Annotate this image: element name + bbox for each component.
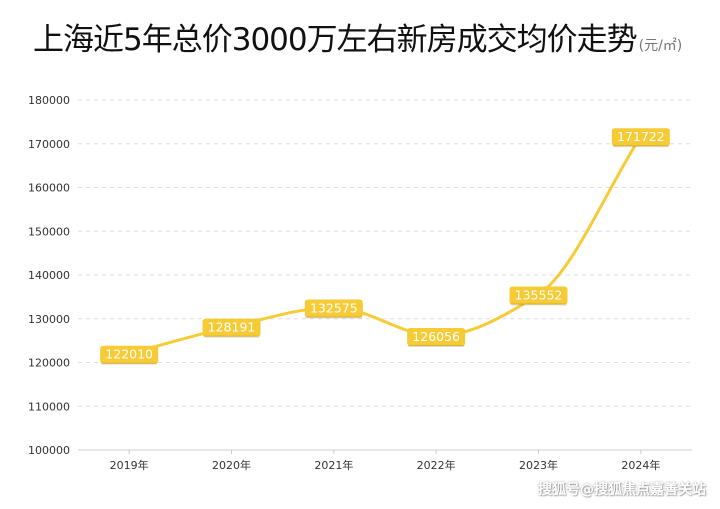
watermark: 搜狐号@搜狐焦点嘉善关站 — [538, 482, 706, 498]
x-tick-label: 2024年 — [621, 458, 660, 472]
y-tick-label: 160000 — [28, 182, 70, 195]
data-labels: 122010 128191 132575 126056 135552 171722 — [100, 128, 670, 365]
data-label-text: 128191 — [208, 320, 256, 335]
x-axis: 2019年 2020年 2021年 2022年 2023年 2024年 — [78, 449, 692, 472]
y-tick-label: 180000 — [28, 94, 70, 107]
data-label-shadow — [408, 345, 465, 348]
chart-title: 上海近5年总价3000万左右新房成交均价走势 — [33, 22, 638, 58]
y-tick-label: 100000 — [28, 444, 70, 457]
data-label: 135552 — [509, 286, 568, 306]
y-axis: 180000 170000 160000 150000 140000 130000 1200… — [28, 94, 70, 457]
data-label-box — [304, 299, 363, 318]
data-label-text: 132575 — [310, 300, 358, 315]
y-tick-label: 150000 — [28, 225, 70, 238]
data-label-box — [611, 128, 670, 147]
data-label-text: 122010 — [105, 347, 153, 362]
data-label: 132575 — [304, 299, 363, 319]
y-tick-label: 110000 — [28, 400, 70, 413]
data-label: 171722 — [611, 128, 670, 148]
data-label-shadow — [101, 362, 158, 365]
data-label-text: 126056 — [412, 329, 460, 344]
data-label: 126056 — [407, 328, 466, 348]
x-tick-label: 2022年 — [417, 458, 456, 472]
data-label-box — [407, 328, 466, 347]
data-label-text: 135552 — [515, 287, 563, 302]
data-label-box — [100, 345, 159, 364]
x-tick-label: 2020年 — [212, 458, 251, 472]
data-label-shadow — [510, 303, 567, 306]
y-tick-label: 140000 — [28, 269, 70, 282]
data-label-box — [509, 286, 568, 305]
x-tick-label: 2019年 — [110, 458, 149, 472]
y-tick-label: 120000 — [28, 357, 70, 370]
data-label-shadow — [612, 145, 669, 148]
x-tick-label: 2021年 — [314, 458, 353, 472]
data-label: 128191 — [202, 318, 261, 338]
data-label-shadow — [305, 316, 362, 319]
data-label-box — [202, 318, 261, 337]
x-tick-label: 2023年 — [519, 458, 558, 472]
data-label-shadow — [203, 335, 260, 338]
y-tick-label: 170000 — [28, 138, 70, 151]
chart-title-block: 上海近5年总价3000万左右新房成交均价走势 (元/㎡) — [33, 14, 682, 59]
grid-lines — [78, 99, 692, 451]
y-tick-label: 130000 — [28, 313, 70, 326]
data-label: 122010 — [100, 345, 159, 365]
data-label-text: 171722 — [617, 129, 665, 144]
unit-label: (元/㎡) — [638, 38, 683, 54]
